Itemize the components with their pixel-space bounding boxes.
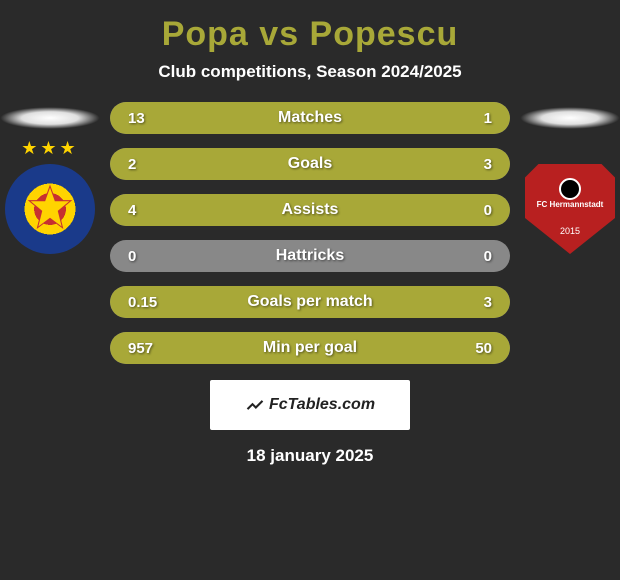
right-club-column: FC Hermannstadt 2015	[520, 102, 620, 254]
star-icon	[25, 184, 75, 234]
stat-value-right: 0	[484, 248, 492, 265]
player-shadow-left	[0, 107, 100, 129]
stat-bar: Goals2 3	[110, 148, 510, 180]
stat-label: Assists	[110, 201, 510, 219]
stat-value-right: 0	[484, 202, 492, 219]
stat-value-left: 0	[128, 248, 136, 265]
stat-bar: Goals per match0.15 3	[110, 286, 510, 318]
stat-label: Goals	[110, 155, 510, 173]
stat-label: Min per goal	[110, 339, 510, 357]
stat-value-left: 957	[128, 340, 153, 357]
date-text: 18 january 2025	[247, 446, 374, 466]
main-area: Matches131Goals23Assists40Hattricks00Goa…	[0, 102, 620, 364]
stat-label: Hattricks	[110, 247, 510, 265]
chart-icon	[245, 395, 265, 415]
page-title: Popa vs Popescu	[162, 15, 459, 54]
stat-value-left: 0.15	[128, 294, 157, 311]
stat-bar: Min per goal957 50	[110, 332, 510, 364]
stat-bar: Assists4 0	[110, 194, 510, 226]
stat-bar: Hattricks0 0	[110, 240, 510, 272]
ball-icon	[559, 178, 581, 200]
player-shadow-right	[520, 107, 620, 129]
stat-value-left: 13	[128, 110, 145, 127]
right-club-name: FC Hermannstadt	[525, 200, 615, 209]
stat-value-left: 4	[128, 202, 136, 219]
stats-bars: Matches131Goals23Assists40Hattricks00Goa…	[110, 102, 510, 364]
comparison-infographic: Popa vs Popescu Club competitions, Seaso…	[0, 0, 620, 476]
stat-bar: Matches13 1	[110, 102, 510, 134]
stat-value-right: 1	[484, 110, 492, 127]
right-club-logo: FC Hermannstadt 2015	[525, 164, 615, 254]
stat-value-right: 3	[484, 294, 492, 311]
left-club-column	[0, 102, 100, 254]
left-club-logo	[5, 164, 95, 254]
subtitle: Club competitions, Season 2024/2025	[158, 62, 461, 82]
stat-value-right: 50	[475, 340, 492, 357]
attribution-badge: FcTables.com	[210, 380, 410, 430]
stat-value-left: 2	[128, 156, 136, 173]
attribution-text: FcTables.com	[269, 396, 375, 414]
stat-label: Matches	[110, 109, 510, 127]
right-club-year: 2015	[525, 226, 615, 236]
stat-label: Goals per match	[110, 293, 510, 311]
stat-value-right: 3	[484, 156, 492, 173]
